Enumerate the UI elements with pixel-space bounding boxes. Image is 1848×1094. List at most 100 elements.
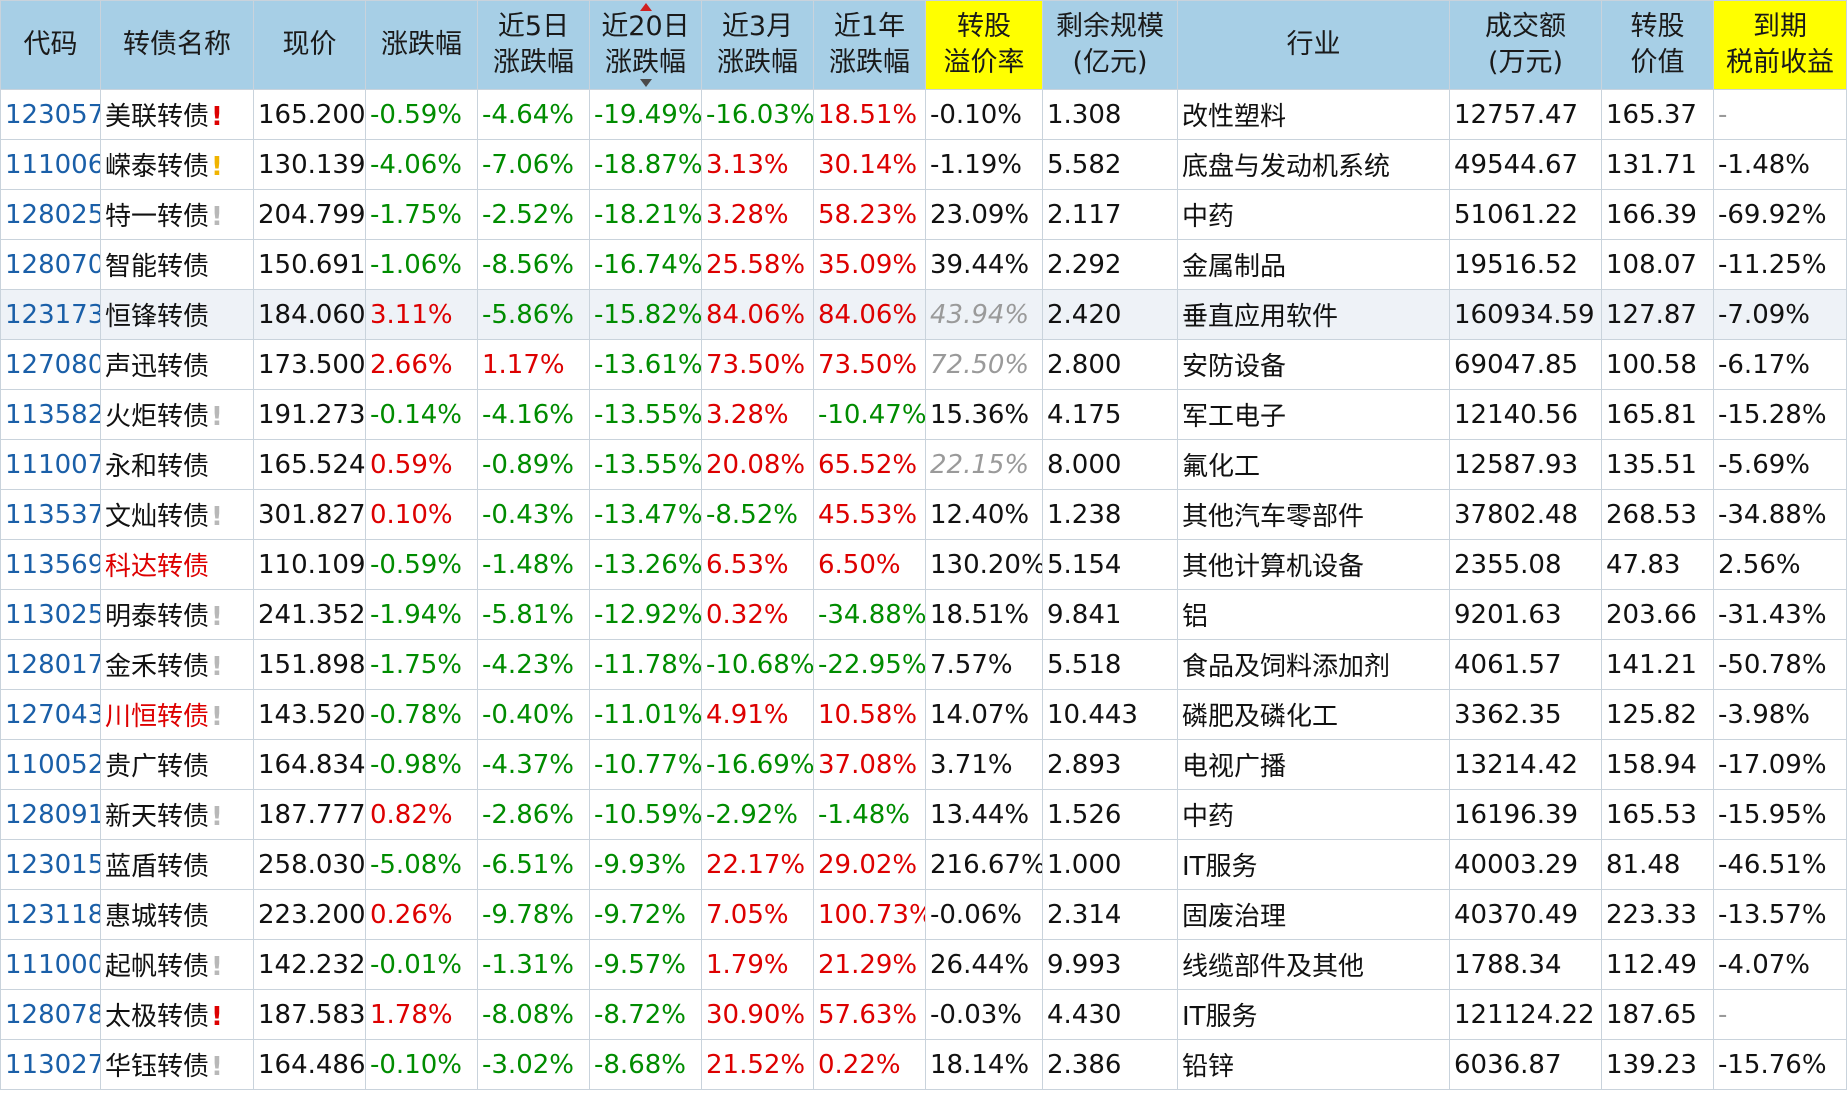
- header-premium[interactable]: 转股 溢价率: [925, 0, 1043, 90]
- bond-name[interactable]: 蓝盾转债: [105, 852, 210, 882]
- bond-name[interactable]: 新天转债: [105, 802, 210, 832]
- bond-name[interactable]: 金禾转债: [105, 652, 210, 682]
- bond-name[interactable]: 惠城转债: [105, 902, 210, 932]
- header-change-5d[interactable]: 近5日 涨跌幅: [477, 0, 590, 90]
- bond-name[interactable]: 声迅转债: [105, 352, 210, 382]
- bond-name-cell[interactable]: 科达转债: [100, 539, 254, 590]
- bond-code-link[interactable]: 113569: [0, 539, 101, 590]
- bond-name-cell[interactable]: 金禾转债!: [100, 639, 254, 690]
- bond-name[interactable]: 起帆转债: [105, 952, 210, 982]
- bond-code-link[interactable]: 123015: [0, 839, 101, 890]
- bond-name[interactable]: 科达转债: [105, 552, 210, 582]
- bond-name[interactable]: 嵘泰转债: [105, 152, 210, 182]
- bond-name[interactable]: 恒锋转债: [105, 302, 210, 332]
- table-row[interactable]: 123015 蓝盾转债 258.030 -5.08% -6.51% -9.93% 22.17…: [0, 839, 1847, 890]
- warning-icon[interactable]: !: [211, 652, 223, 682]
- bond-code-link[interactable]: 113582: [0, 389, 101, 440]
- table-row[interactable]: 113537 文灿转债! 301.827 0.10% -0.43% -13.47% -8.5…: [0, 489, 1847, 540]
- bond-name-cell[interactable]: 新天转债!: [100, 789, 254, 840]
- header-change-1y[interactable]: 近1年 涨跌幅: [813, 0, 926, 90]
- bond-name-cell[interactable]: 明泰转债!: [100, 589, 254, 640]
- bond-code-link[interactable]: 113027: [0, 1039, 101, 1090]
- bond-name[interactable]: 华钰转债: [105, 1052, 210, 1082]
- table-row[interactable]: 128091 新天转债! 187.777 0.82% -2.86% -10.59% -2.9…: [0, 789, 1847, 840]
- header-turnover[interactable]: 成交额 (万元): [1449, 0, 1602, 90]
- bond-name-cell[interactable]: 川恒转债!: [100, 689, 254, 740]
- table-row[interactable]: 123057 美联转债! 165.200 -0.59% -4.64% -19.49% -16…: [0, 89, 1847, 140]
- table-row[interactable]: 111000 起帆转债! 142.232 -0.01% -1.31% -9.57% 1.79…: [0, 939, 1847, 990]
- bond-name[interactable]: 永和转债: [105, 452, 210, 482]
- header-remaining-size[interactable]: 剩余规模 (亿元): [1042, 0, 1178, 90]
- table-row[interactable]: 128078 太极转债! 187.583 1.78% -8.08% -8.72% 30.90…: [0, 989, 1847, 1040]
- bond-code-link[interactable]: 128017: [0, 639, 101, 690]
- header-name[interactable]: 转债名称: [100, 0, 254, 90]
- warning-icon[interactable]: !: [211, 1002, 223, 1032]
- bond-code-link[interactable]: 123173: [0, 289, 101, 340]
- bond-name[interactable]: 美联转债: [105, 102, 210, 132]
- sort-desc-icon[interactable]: [639, 79, 652, 87]
- table-row[interactable]: 128070 智能转债 150.691 -1.06% -8.56% -16.74% 25.5…: [0, 239, 1847, 290]
- table-row[interactable]: 128025 特一转债! 204.799 -1.75% -2.52% -18.21% 3.2…: [0, 189, 1847, 240]
- warning-icon[interactable]: !: [211, 202, 223, 232]
- bond-name-cell[interactable]: 贵广转债: [100, 739, 254, 790]
- warning-icon[interactable]: !: [211, 952, 223, 982]
- header-price[interactable]: 现价: [253, 0, 366, 90]
- bond-code-link[interactable]: 123118: [0, 889, 101, 940]
- warning-icon[interactable]: !: [211, 602, 223, 632]
- table-row[interactable]: 128017 金禾转债! 151.898 -1.75% -4.23% -11.78% -10…: [0, 639, 1847, 690]
- warning-icon[interactable]: !: [211, 702, 223, 732]
- table-row[interactable]: 127080 声迅转债 173.500 2.66% 1.17% -13.61% 73.50%…: [0, 339, 1847, 390]
- table-row[interactable]: 113582 火炬转债! 191.273 -0.14% -4.16% -13.55% 3.2…: [0, 389, 1847, 440]
- warning-icon[interactable]: !: [211, 802, 223, 832]
- warning-icon[interactable]: !: [211, 152, 223, 182]
- warning-icon[interactable]: !: [211, 502, 223, 532]
- warning-icon[interactable]: !: [211, 1052, 223, 1082]
- bond-name-cell[interactable]: 智能转债: [100, 239, 254, 290]
- bond-name[interactable]: 智能转债: [105, 252, 210, 282]
- header-ytm[interactable]: 到期 税前收益: [1713, 0, 1847, 90]
- warning-icon[interactable]: !: [211, 402, 223, 432]
- bond-code-link[interactable]: 127080: [0, 339, 101, 390]
- bond-name[interactable]: 明泰转债: [105, 602, 210, 632]
- bond-code-link[interactable]: 110052: [0, 739, 101, 790]
- bond-name-cell[interactable]: 华钰转债!: [100, 1039, 254, 1090]
- bond-name-cell[interactable]: 特一转债!: [100, 189, 254, 240]
- table-row[interactable]: 123173 恒锋转债 184.060 3.11% -5.86% -15.82% 84.06…: [0, 289, 1847, 340]
- bond-name-cell[interactable]: 声迅转债: [100, 339, 254, 390]
- bond-name[interactable]: 文灿转债: [105, 502, 210, 532]
- bond-code-link[interactable]: 111000: [0, 939, 101, 990]
- table-row[interactable]: 111007 永和转债 165.524 0.59% -0.89% -13.55% 20.08…: [0, 439, 1847, 490]
- bond-code-link[interactable]: 127043: [0, 689, 101, 740]
- table-row[interactable]: 113027 华钰转债! 164.486 -0.10% -3.02% -8.68% 21.5…: [0, 1039, 1847, 1090]
- header-code[interactable]: 代码: [0, 0, 101, 90]
- bond-code-link[interactable]: 128078: [0, 989, 101, 1040]
- bond-name[interactable]: 火炬转债: [105, 402, 210, 432]
- bond-code-link[interactable]: 113025: [0, 589, 101, 640]
- bond-code-link[interactable]: 123057: [0, 89, 101, 140]
- warning-icon[interactable]: !: [211, 102, 223, 132]
- sort-asc-icon[interactable]: [639, 3, 652, 11]
- bond-name-cell[interactable]: 美联转债!: [100, 89, 254, 140]
- bond-name-cell[interactable]: 惠城转债: [100, 889, 254, 940]
- bond-name[interactable]: 特一转债: [105, 202, 210, 232]
- bond-name-cell[interactable]: 太极转债!: [100, 989, 254, 1040]
- bond-name-cell[interactable]: 起帆转债!: [100, 939, 254, 990]
- header-change-20d[interactable]: 近20日 涨跌幅: [589, 0, 702, 90]
- header-conversion-value[interactable]: 转股 价值: [1601, 0, 1714, 90]
- bond-name-cell[interactable]: 永和转债: [100, 439, 254, 490]
- bond-name[interactable]: 川恒转债: [105, 702, 210, 732]
- header-industry[interactable]: 行业: [1177, 0, 1450, 90]
- bond-name-cell[interactable]: 嵘泰转债!: [100, 139, 254, 190]
- header-change[interactable]: 涨跌幅: [365, 0, 478, 90]
- bond-name-cell[interactable]: 恒锋转债: [100, 289, 254, 340]
- table-row[interactable]: 113569 科达转债 110.109 -0.59% -1.48% -13.26% 6.53…: [0, 539, 1847, 590]
- bond-name[interactable]: 贵广转债: [105, 752, 210, 782]
- table-row[interactable]: 123118 惠城转债 223.200 0.26% -9.78% -9.72% 7.05% 1…: [0, 889, 1847, 940]
- table-row[interactable]: 110052 贵广转债 164.834 -0.98% -4.37% -10.77% -16.…: [0, 739, 1847, 790]
- bond-code-link[interactable]: 113537: [0, 489, 101, 540]
- table-row[interactable]: 111006 嵘泰转债! 130.139 -4.06% -7.06% -18.87% 3.1…: [0, 139, 1847, 190]
- header-change-3m[interactable]: 近3月 涨跌幅: [701, 0, 814, 90]
- bond-code-link[interactable]: 111007: [0, 439, 101, 490]
- bond-code-link[interactable]: 128025: [0, 189, 101, 240]
- bond-code-link[interactable]: 128070: [0, 239, 101, 290]
